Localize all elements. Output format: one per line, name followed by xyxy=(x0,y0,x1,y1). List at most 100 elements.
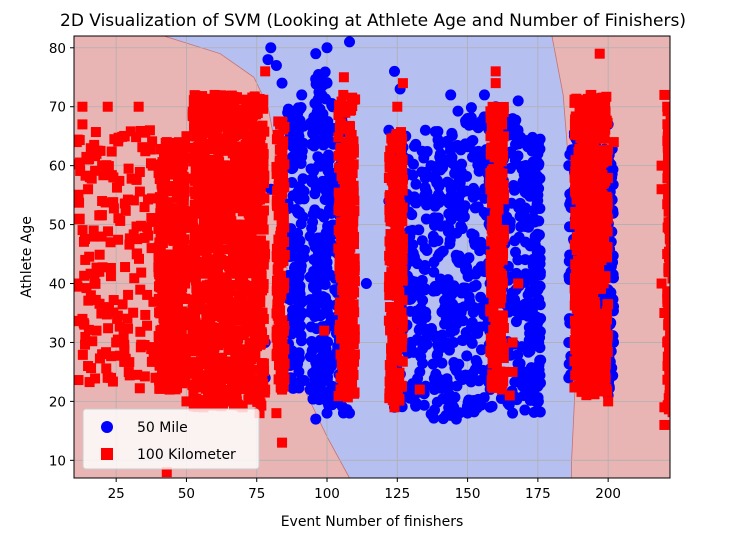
point-100-kilometer xyxy=(81,283,92,294)
point-100-kilometer xyxy=(571,93,582,104)
point-100-kilometer xyxy=(200,292,211,303)
point-100-kilometer xyxy=(581,375,592,386)
point-50-mile xyxy=(344,36,356,48)
point-50-mile xyxy=(321,42,333,54)
point-100-kilometer xyxy=(348,239,359,250)
point-100-kilometer xyxy=(75,165,86,176)
point-100-kilometer xyxy=(245,226,256,237)
point-100-kilometer xyxy=(148,342,159,353)
point-50-mile xyxy=(533,331,545,343)
point-100-kilometer xyxy=(210,369,221,380)
point-100-kilometer xyxy=(385,145,396,156)
point-50-mile xyxy=(503,399,515,411)
point-100-kilometer xyxy=(219,314,230,325)
point-100-kilometer xyxy=(94,266,105,277)
point-100-kilometer xyxy=(201,250,212,261)
point-100-kilometer xyxy=(244,186,255,197)
point-50-mile xyxy=(461,261,473,273)
point-100-kilometer xyxy=(573,368,584,379)
point-100-kilometer xyxy=(111,337,122,348)
point-100-kilometer xyxy=(108,203,119,214)
point-100-kilometer xyxy=(161,302,172,313)
point-50-mile xyxy=(465,376,477,388)
point-100-kilometer xyxy=(580,298,591,309)
point-50-mile xyxy=(304,230,316,242)
point-100-kilometer xyxy=(241,285,252,296)
point-100-kilometer xyxy=(192,372,203,383)
point-100-kilometer xyxy=(204,363,215,374)
point-100-kilometer xyxy=(228,222,239,233)
point-100-kilometer xyxy=(384,236,395,247)
point-100-kilometer xyxy=(203,154,214,165)
point-100-kilometer xyxy=(227,148,238,159)
point-100-kilometer xyxy=(343,195,354,206)
point-100-kilometer xyxy=(114,350,125,361)
point-50-mile xyxy=(294,103,306,115)
point-100-kilometer xyxy=(143,230,154,241)
point-100-kilometer xyxy=(209,130,220,141)
point-50-mile xyxy=(445,89,457,101)
point-100-kilometer xyxy=(234,107,245,118)
point-100-kilometer xyxy=(571,351,582,362)
point-100-kilometer xyxy=(243,304,254,315)
point-100-kilometer xyxy=(139,340,150,351)
point-50-mile xyxy=(265,42,277,54)
point-100-kilometer xyxy=(245,280,256,291)
point-50-mile xyxy=(404,305,416,317)
point-100-kilometer xyxy=(134,186,145,197)
point-100-kilometer xyxy=(129,273,140,284)
point-100-kilometer xyxy=(231,396,242,407)
point-100-kilometer xyxy=(158,350,169,361)
point-100-kilometer xyxy=(105,271,116,282)
point-100-kilometer xyxy=(335,372,346,383)
point-100-kilometer xyxy=(392,282,403,293)
point-100-kilometer xyxy=(161,137,172,148)
point-100-kilometer xyxy=(189,362,200,373)
point-100-kilometer xyxy=(155,244,166,255)
point-50-mile xyxy=(431,396,443,408)
point-100-kilometer xyxy=(134,166,145,177)
point-50-mile xyxy=(451,253,463,265)
point-100-kilometer xyxy=(196,227,207,238)
point-100-kilometer xyxy=(486,266,497,277)
point-100-kilometer xyxy=(153,281,164,292)
point-100-kilometer xyxy=(118,331,129,342)
point-100-kilometer xyxy=(344,323,355,334)
point-100-kilometer xyxy=(490,290,501,301)
point-100-kilometer xyxy=(158,181,169,192)
point-100-kilometer xyxy=(347,360,358,371)
point-50-mile xyxy=(523,321,535,333)
point-100-kilometer xyxy=(158,288,169,299)
point-100-kilometer xyxy=(249,267,260,278)
point-100-kilometer xyxy=(159,264,170,275)
point-100-kilometer xyxy=(396,162,407,173)
point-100-kilometer xyxy=(243,379,254,390)
point-100-kilometer xyxy=(254,148,265,159)
point-50-mile xyxy=(532,392,544,404)
point-100-kilometer xyxy=(576,248,587,259)
point-50-mile xyxy=(451,380,463,392)
point-50-mile xyxy=(456,158,468,170)
point-100-kilometer xyxy=(274,158,285,169)
point-50-mile xyxy=(413,224,425,236)
point-100-kilometer xyxy=(204,193,215,204)
point-100-kilometer xyxy=(90,373,101,384)
point-50-mile xyxy=(451,140,463,152)
point-50-mile xyxy=(518,389,530,401)
point-50-mile xyxy=(531,228,543,240)
point-100-kilometer xyxy=(333,132,344,143)
point-50-mile xyxy=(457,282,469,294)
point-100-kilometer xyxy=(252,132,263,143)
point-100-kilometer xyxy=(117,131,128,142)
point-100-kilometer xyxy=(246,354,257,365)
point-100-kilometer xyxy=(333,205,344,216)
point-100-kilometer xyxy=(241,372,252,383)
point-100-kilometer xyxy=(125,126,136,137)
point-100-kilometer xyxy=(595,283,606,294)
point-100-kilometer xyxy=(254,408,265,419)
point-100-kilometer xyxy=(223,345,234,356)
point-100-kilometer xyxy=(271,168,282,179)
point-50-mile xyxy=(433,248,445,260)
point-100-kilometer xyxy=(222,120,233,131)
point-50-mile xyxy=(428,372,440,384)
